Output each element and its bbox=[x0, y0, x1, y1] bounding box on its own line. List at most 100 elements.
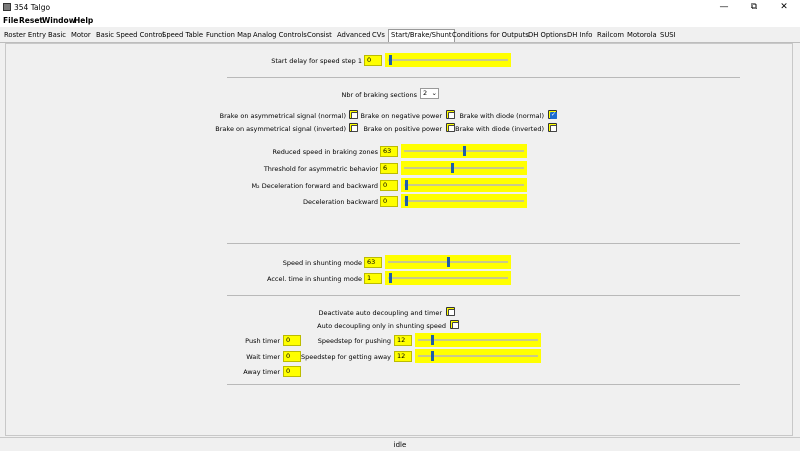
decel-fwd-bwd-field[interactable]: 0 bbox=[380, 180, 398, 191]
speedstep-away-field[interactable]: 12 bbox=[394, 351, 412, 362]
decoupling-shunting-only-label: Auto decoupling only in shunting speed bbox=[317, 322, 446, 330]
away-timer-label: Away timer bbox=[243, 368, 280, 376]
separator bbox=[227, 77, 740, 78]
brake-positive-power-label: Brake on positive power bbox=[363, 125, 442, 133]
separator bbox=[227, 384, 740, 385]
slider-thumb[interactable] bbox=[405, 196, 408, 206]
decel-backward-slider[interactable] bbox=[401, 194, 527, 208]
slider-thumb[interactable] bbox=[389, 55, 392, 65]
slider-thumb[interactable] bbox=[447, 257, 450, 267]
tab-speed-table[interactable]: Speed Table bbox=[162, 31, 204, 39]
brake-negative-power-checkbox[interactable] bbox=[446, 110, 455, 119]
decel-backward-label: Deceleration backward bbox=[303, 198, 378, 206]
reduced-speed-slider[interactable] bbox=[401, 144, 527, 158]
separator bbox=[227, 295, 740, 296]
menu-bar: File Reset Window Help bbox=[0, 14, 800, 27]
tab-function-map[interactable]: Function Map bbox=[206, 31, 252, 39]
start-delay-slider[interactable] bbox=[385, 53, 511, 67]
brake-asym-inverted-label: Brake on asymmetrical signal (inverted) bbox=[215, 125, 346, 133]
speedstep-away-slider[interactable] bbox=[415, 349, 541, 363]
slider-thumb[interactable] bbox=[389, 273, 392, 283]
tab-motorola[interactable]: Motorola bbox=[627, 31, 657, 39]
start-delay-label: Start delay for speed step 1 bbox=[271, 57, 362, 65]
shunting-accel-field[interactable]: 1 bbox=[364, 273, 382, 284]
menu-file[interactable]: File bbox=[3, 16, 19, 25]
tab-cvs[interactable]: CVs bbox=[372, 31, 385, 39]
tab-bar: Roster Entry Basic Motor Basic Speed Con… bbox=[0, 28, 800, 43]
reduced-speed-field[interactable]: 63 bbox=[380, 146, 398, 157]
speedstep-pushing-slider[interactable] bbox=[415, 333, 541, 347]
maximize-button[interactable]: ⧉ bbox=[750, 2, 758, 12]
asym-threshold-slider[interactable] bbox=[401, 161, 527, 175]
shunting-accel-label: Accel. time in shunting mode bbox=[266, 275, 362, 283]
start-brake-shunt-panel bbox=[5, 43, 793, 436]
brake-asym-normal-checkbox[interactable] bbox=[349, 110, 358, 119]
tab-dh-info[interactable]: DH Info bbox=[567, 31, 593, 39]
slider-track bbox=[388, 59, 508, 61]
tab-railcom[interactable]: Railcom bbox=[597, 31, 625, 39]
tab-conditions-for-outputs[interactable]: Conditions for Outputs bbox=[452, 31, 529, 39]
slider-track bbox=[404, 167, 524, 169]
asym-threshold-field[interactable]: 6 bbox=[380, 163, 398, 174]
slider-thumb[interactable] bbox=[405, 180, 408, 190]
brake-diode-inverted-checkbox[interactable] bbox=[548, 123, 557, 132]
deactivate-decoupling-label: Deactivate auto decoupling and timer bbox=[318, 309, 442, 317]
asym-threshold-label: Threshold for asymmetric behavior bbox=[263, 165, 378, 173]
tab-analog-controls[interactable]: Analog Controls bbox=[253, 31, 307, 39]
slider-track bbox=[404, 200, 524, 202]
slider-thumb[interactable] bbox=[451, 163, 455, 173]
checkmark-icon: ✓ bbox=[551, 111, 557, 118]
brake-asym-normal-label: Brake on asymmetrical signal (normal) bbox=[219, 112, 346, 120]
tab-start-brake-shunt[interactable]: Start/Brake/Shunt bbox=[388, 29, 455, 42]
wait-timer-label: Wait timer bbox=[246, 353, 280, 361]
deactivate-decoupling-checkbox[interactable] bbox=[446, 307, 455, 316]
tab-consist[interactable]: Consist bbox=[307, 31, 332, 39]
tab-roster-entry[interactable]: Roster Entry bbox=[4, 31, 47, 39]
tab-basic[interactable]: Basic bbox=[48, 31, 66, 39]
speedstep-pushing-field[interactable]: 12 bbox=[394, 335, 412, 346]
tab-susi[interactable]: SUSI bbox=[660, 31, 676, 39]
braking-sections-value: 2 bbox=[423, 89, 428, 97]
shunting-speed-label: Speed in shunting mode bbox=[282, 259, 362, 267]
chevron-down-icon: ⌄ bbox=[431, 89, 437, 97]
tab-dh-options[interactable]: DH Options bbox=[528, 31, 567, 39]
decel-fwd-bwd-slider[interactable] bbox=[401, 178, 527, 192]
slider-track bbox=[388, 277, 508, 279]
slider-thumb[interactable] bbox=[430, 335, 434, 345]
wait-timer-field[interactable]: 0 bbox=[283, 351, 301, 362]
brake-asym-inverted-checkbox[interactable] bbox=[349, 123, 358, 132]
shunting-accel-slider[interactable] bbox=[385, 271, 511, 285]
braking-sections-select[interactable]: 2 ⌄ bbox=[420, 88, 439, 99]
shunting-speed-field[interactable]: 63 bbox=[364, 257, 382, 268]
app-icon bbox=[3, 3, 11, 11]
minimize-button[interactable]: — bbox=[719, 2, 729, 12]
shunting-speed-slider[interactable] bbox=[385, 255, 511, 269]
menu-reset[interactable]: Reset bbox=[19, 16, 43, 25]
start-delay-field[interactable]: 0 bbox=[364, 55, 382, 66]
status-bar: idle bbox=[0, 437, 800, 451]
slider-thumb[interactable] bbox=[463, 146, 466, 156]
push-timer-label: Push timer bbox=[245, 337, 280, 345]
push-timer-field[interactable]: 0 bbox=[283, 335, 301, 346]
tab-basic-speed-control[interactable]: Basic Speed Control bbox=[96, 31, 165, 39]
close-button[interactable]: ✕ bbox=[780, 2, 788, 12]
brake-positive-power-checkbox[interactable] bbox=[446, 123, 455, 132]
speedstep-pushing-label: Speedstep for pushing bbox=[317, 337, 391, 345]
brake-diode-normal-label: Brake with diode (normal) bbox=[459, 112, 544, 120]
tab-motor[interactable]: Motor bbox=[71, 31, 91, 39]
decoupling-shunting-only-checkbox[interactable] bbox=[450, 320, 459, 329]
slider-thumb[interactable] bbox=[430, 351, 434, 361]
separator bbox=[227, 243, 740, 244]
menu-window[interactable]: Window bbox=[42, 16, 76, 25]
menu-help[interactable]: Help bbox=[74, 16, 94, 25]
speedstep-away-label: Speedstep for getting away bbox=[301, 353, 391, 361]
brake-diode-normal-checkbox[interactable]: ✓ bbox=[548, 110, 557, 119]
tab-advanced[interactable]: Advanced bbox=[337, 31, 371, 39]
title-bar: 354 Talgo — ⧉ ✕ bbox=[0, 0, 800, 14]
decel-backward-field[interactable]: 0 bbox=[380, 196, 398, 207]
brake-diode-inverted-label: Brake with diode (inverted) bbox=[455, 125, 544, 133]
braking-sections-label: Nbr of braking sections bbox=[341, 91, 417, 99]
brake-negative-power-label: Brake on negative power bbox=[360, 112, 442, 120]
away-timer-field[interactable]: 0 bbox=[283, 366, 301, 377]
slider-track bbox=[404, 184, 524, 186]
